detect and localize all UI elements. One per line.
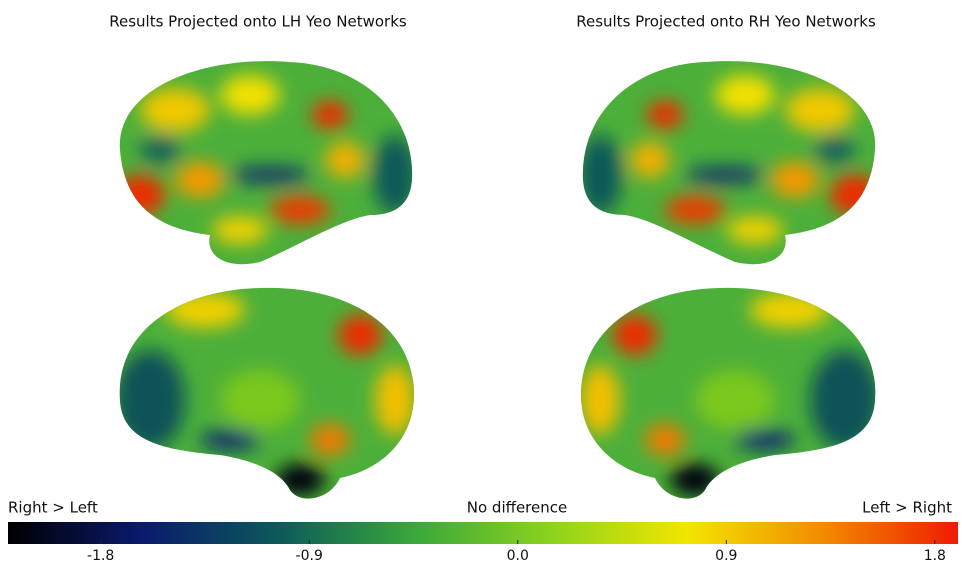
colorbar-tick-label: 1.8 (924, 548, 946, 564)
rh-medial-brain (580, 288, 880, 499)
rh-lateral-brain (578, 61, 880, 264)
lh-medial-brain (115, 288, 415, 499)
colorbar-tick-label: 0.9 (715, 548, 737, 564)
colorbar-center-label: No difference (467, 499, 567, 517)
colorbar-tick-label: -0.9 (296, 548, 323, 564)
colorbar-tick-label: 0.0 (507, 548, 529, 564)
panel-title: Results Projected onto RH Yeo Networks (576, 13, 876, 31)
panel-title: Results Projected onto LH Yeo Networks (109, 13, 407, 31)
colorbar-right-label: Left > Right (862, 499, 952, 517)
colorbar-left-label: Right > Left (8, 499, 98, 517)
colorbar (8, 522, 958, 544)
lh-lateral-brain (115, 61, 417, 264)
colorbar-tick-label: -1.8 (87, 548, 114, 564)
